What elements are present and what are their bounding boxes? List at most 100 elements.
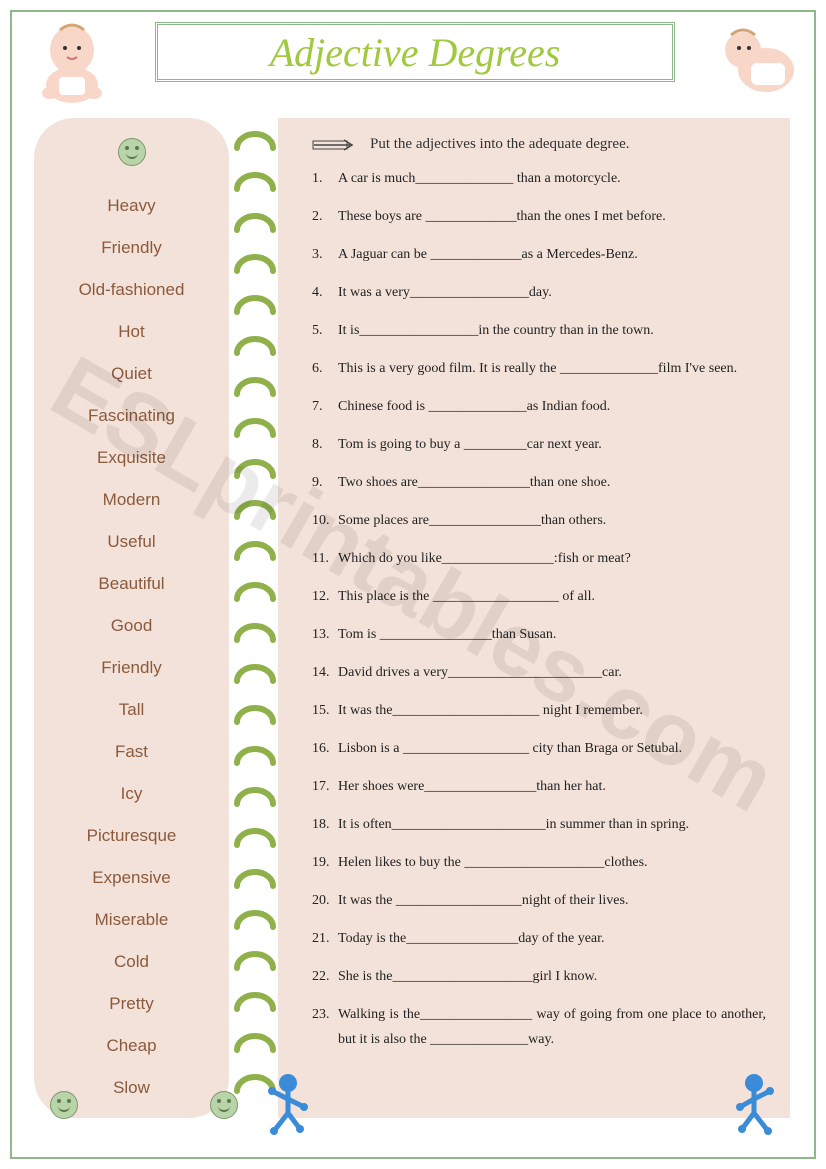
question-item: 22.She is the____________________girl I … [312, 965, 766, 990]
question-item: 6.This is a very good film. It is really… [312, 357, 766, 382]
question-number: 18. [312, 813, 338, 838]
runner-figure-icon [726, 1071, 781, 1141]
question-text: It was the __________________night of th… [338, 889, 766, 914]
adjective-item: Heavy [34, 196, 229, 216]
question-number: 13. [312, 623, 338, 648]
question-number: 7. [312, 395, 338, 420]
adjective-item: Friendly [34, 238, 229, 258]
spiral-ring [235, 581, 275, 601]
spiral-ring [235, 663, 275, 683]
question-number: 10. [312, 509, 338, 534]
question-item: 8.Tom is going to buy a _________car nex… [312, 433, 766, 458]
question-number: 19. [312, 851, 338, 876]
question-number: 22. [312, 965, 338, 990]
question-number: 6. [312, 357, 338, 382]
question-text: Which do you like________________:fish o… [338, 547, 766, 572]
question-text: It was a very_________________day. [338, 281, 766, 306]
question-number: 14. [312, 661, 338, 686]
spiral-ring [235, 622, 275, 642]
adjective-item: Modern [34, 490, 229, 510]
question-item: 11.Which do you like________________:fis… [312, 547, 766, 572]
instruction-text: Put the adjectives into the adequate deg… [370, 136, 629, 153]
question-list: 1.A car is much______________ than a mot… [312, 167, 766, 1052]
question-number: 23. [312, 1003, 338, 1052]
spiral-ring [235, 540, 275, 560]
spiral-ring [235, 253, 275, 273]
question-number: 20. [312, 889, 338, 914]
adjective-item: Cheap [34, 1036, 229, 1056]
question-text: David drives a very_____________________… [338, 661, 766, 686]
adjective-item: Icy [34, 784, 229, 804]
page-title: Adjective Degrees [270, 29, 561, 76]
adjective-item: Fascinating [34, 406, 229, 426]
adjective-item: Expensive [34, 868, 229, 888]
adjective-item: Miserable [34, 910, 229, 930]
question-item: 2.These boys are _____________than the o… [312, 205, 766, 230]
question-text: A car is much______________ than a motor… [338, 167, 766, 192]
adjective-panel: HeavyFriendlyOld-fashionedHotQuietFascin… [34, 118, 229, 1118]
adjective-item: Useful [34, 532, 229, 552]
adjective-item: Good [34, 616, 229, 636]
question-item: 18.It is often______________________in s… [312, 813, 766, 838]
question-number: 12. [312, 585, 338, 610]
question-item: 23.Walking is the________________ way of… [312, 1003, 766, 1052]
question-text: This place is the __________________ of … [338, 585, 766, 610]
question-number: 15. [312, 699, 338, 724]
question-item: 15.It was the_____________________ night… [312, 699, 766, 724]
adjective-item: Exquisite [34, 448, 229, 468]
adjective-item: Fast [34, 742, 229, 762]
adjective-list: HeavyFriendlyOld-fashionedHotQuietFascin… [34, 196, 229, 1098]
question-item: 21.Today is the________________day of th… [312, 927, 766, 952]
adjective-item: Quiet [34, 364, 229, 384]
spiral-ring [235, 294, 275, 314]
adjective-item: Friendly [34, 658, 229, 678]
spiral-ring [235, 950, 275, 970]
question-item: 13.Tom is ________________than Susan. [312, 623, 766, 648]
adjective-item: Pretty [34, 994, 229, 1014]
question-number: 5. [312, 319, 338, 344]
arrow-icon [312, 138, 360, 152]
question-number: 11. [312, 547, 338, 572]
question-item: 10.Some places are________________than o… [312, 509, 766, 534]
question-number: 4. [312, 281, 338, 306]
adjective-item: Picturesque [34, 826, 229, 846]
baby-right-illustration [711, 15, 801, 105]
question-item: 9.Two shoes are________________than one … [312, 471, 766, 496]
question-text: Two shoes are________________than one sh… [338, 471, 766, 496]
question-text: Chinese food is ______________as Indian … [338, 395, 766, 420]
spiral-ring [235, 335, 275, 355]
question-text: These boys are _____________than the one… [338, 205, 766, 230]
spiral-ring [235, 130, 275, 150]
question-item: 1.A car is much______________ than a mot… [312, 167, 766, 192]
adjective-item: Hot [34, 322, 229, 342]
question-text: Today is the________________day of the y… [338, 927, 766, 952]
spiral-ring [235, 704, 275, 724]
question-text: It is often______________________in summ… [338, 813, 766, 838]
spiral-ring [235, 909, 275, 929]
smiley-icon [50, 1091, 78, 1119]
spiral-ring [235, 171, 275, 191]
question-number: 3. [312, 243, 338, 268]
question-number: 17. [312, 775, 338, 800]
question-number: 1. [312, 167, 338, 192]
smiley-icon [210, 1091, 238, 1119]
spiral-ring [235, 991, 275, 1011]
question-item: 5.It is_________________in the country t… [312, 319, 766, 344]
spiral-ring [235, 745, 275, 765]
question-item: 20.It was the __________________night of… [312, 889, 766, 914]
question-text: Helen likes to buy the _________________… [338, 851, 766, 876]
question-number: 21. [312, 927, 338, 952]
runner-figure-icon [260, 1071, 315, 1141]
spiral-ring [235, 376, 275, 396]
spiral-ring [235, 417, 275, 437]
instruction-row: Put the adjectives into the adequate deg… [312, 136, 766, 153]
question-text: A Jaguar can be _____________as a Merced… [338, 243, 766, 268]
question-item: 4.It was a very_________________day. [312, 281, 766, 306]
spiral-binding [235, 118, 275, 1118]
question-text: Tom is going to buy a _________car next … [338, 433, 766, 458]
question-item: 17.Her shoes were________________than he… [312, 775, 766, 800]
question-text: Her shoes were________________than her h… [338, 775, 766, 800]
baby-left-illustration [25, 15, 120, 110]
question-text: Walking is the________________ way of go… [338, 1003, 766, 1052]
question-item: 7.Chinese food is ______________as India… [312, 395, 766, 420]
